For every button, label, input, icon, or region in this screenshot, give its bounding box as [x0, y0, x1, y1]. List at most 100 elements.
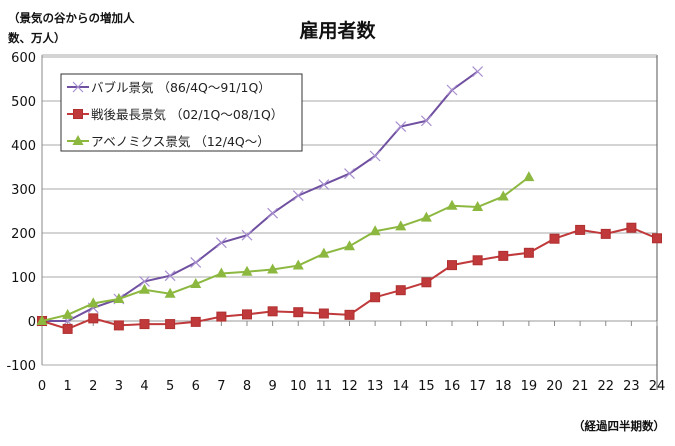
data-point: [215, 267, 227, 278]
x-tick-label: 13: [367, 379, 384, 394]
data-point: [497, 190, 509, 201]
x-tick-label: 24: [649, 379, 666, 394]
data-point: [344, 309, 355, 320]
x-tick-label: 1: [63, 379, 71, 394]
legend-marker: [73, 109, 83, 119]
data-point: [190, 257, 202, 268]
x-tick-label: 18: [495, 379, 512, 394]
data-point: [652, 233, 662, 244]
x-tick-label: 21: [572, 379, 589, 394]
data-point: [549, 233, 560, 244]
data-point: [292, 190, 304, 202]
data-point: [292, 259, 304, 270]
x-tick-label: 10: [290, 379, 307, 394]
y-tick-label: 100: [11, 271, 36, 286]
series-line-2: [41, 176, 530, 322]
data-point: [344, 240, 355, 251]
data-point: [626, 222, 637, 233]
x-tick-label: 16: [444, 379, 461, 394]
chart-title: 雇用者数: [299, 20, 376, 42]
legend-marker: [72, 135, 84, 145]
data-point: [600, 228, 611, 239]
x-tick-label: 4: [140, 379, 148, 394]
data-point: [62, 308, 74, 319]
x-tick-label: 14: [392, 379, 409, 394]
data-point: [215, 237, 227, 249]
data-point: [472, 66, 484, 77]
x-tick-label: 23: [623, 379, 640, 394]
data-point: [139, 275, 150, 287]
data-point: [575, 224, 586, 235]
y-tick-label: 300: [11, 183, 36, 198]
x-tick-label: 7: [217, 379, 225, 394]
data-point: [344, 168, 355, 180]
data-point: [87, 297, 99, 308]
data-point: [395, 285, 406, 296]
data-point: [447, 260, 457, 271]
x-axis-label: （経過四半期数）: [573, 419, 665, 433]
data-point: [242, 309, 252, 320]
data-point: [267, 263, 279, 274]
data-point: [523, 171, 535, 182]
x-tick-label: 22: [597, 379, 614, 394]
data-point: [318, 247, 330, 258]
data-point: [369, 150, 381, 162]
data-point: [420, 115, 432, 127]
x-tick-label: 2: [89, 379, 97, 394]
x-tick-label: 9: [268, 379, 276, 394]
data-point: [446, 84, 458, 96]
x-tick-label: 15: [418, 379, 435, 394]
data-point: [241, 265, 253, 276]
data-point: [62, 323, 73, 334]
data-point: [165, 319, 176, 330]
data-point: [190, 278, 202, 289]
x-tick-label: 20: [546, 379, 563, 394]
legend-label: バブル景気 （86/4Q～91/1Q）: [91, 80, 271, 95]
x-tick-label: 8: [243, 379, 251, 394]
x-tick-label: 0: [38, 379, 46, 394]
data-point: [369, 225, 381, 236]
x-tick-label: 11: [316, 379, 333, 394]
data-point: [88, 313, 99, 324]
data-point: [164, 287, 176, 298]
legend-box: [60, 73, 303, 152]
y-tick-label: 600: [11, 51, 36, 66]
data-point: [113, 293, 125, 303]
y-tick-label: -100: [6, 359, 36, 374]
y-tick-label: 400: [11, 139, 36, 154]
legend-label: 戦後最長景気 （02/1Q～08/1Q）: [91, 107, 283, 122]
data-point: [216, 311, 227, 322]
data-point: [164, 270, 176, 282]
data-point: [293, 307, 304, 318]
data-point: [421, 277, 432, 288]
data-point: [498, 250, 509, 261]
data-point: [267, 306, 278, 317]
data-point: [267, 207, 279, 219]
x-tick-label: 6: [192, 379, 200, 394]
x-tick-label: 3: [115, 379, 123, 394]
data-point: [241, 229, 253, 241]
data-point: [139, 319, 150, 330]
data-point: [472, 201, 484, 212]
y-tick-label: 500: [11, 95, 36, 110]
x-tick-label: 19: [521, 379, 538, 394]
legend-marker: [72, 81, 84, 93]
data-point: [36, 315, 48, 325]
x-tick-label: 12: [341, 379, 358, 394]
data-point: [139, 283, 150, 294]
data-point: [472, 255, 483, 266]
y-axis-label: （景気の谷からの増加人数、万人）: [8, 11, 135, 45]
y-tick-label: 0: [28, 315, 36, 330]
data-point: [318, 308, 329, 319]
data-point: [523, 247, 534, 258]
data-point: [446, 199, 458, 210]
y-tick-label: 200: [11, 227, 36, 242]
data-point: [395, 220, 407, 231]
data-point: [370, 292, 381, 303]
x-tick-label: 5: [166, 379, 174, 394]
data-point: [190, 316, 201, 327]
data-point: [318, 179, 330, 191]
data-point: [420, 211, 432, 222]
